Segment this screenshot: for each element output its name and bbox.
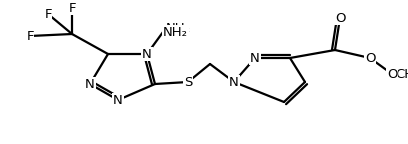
Text: NH₂: NH₂ [163, 25, 188, 38]
Text: NH₂: NH₂ [166, 22, 191, 36]
Text: N: N [142, 48, 152, 60]
Text: S: S [184, 75, 192, 89]
Text: N: N [229, 75, 239, 89]
Text: O: O [387, 68, 397, 80]
Text: F: F [26, 30, 34, 42]
Text: F: F [44, 7, 52, 20]
Text: F: F [68, 1, 76, 15]
Text: CH₃: CH₃ [395, 68, 408, 80]
Text: N: N [250, 52, 260, 65]
Text: O: O [365, 52, 375, 65]
Text: O: O [335, 12, 345, 24]
Text: N: N [85, 77, 95, 90]
Text: N: N [113, 93, 123, 107]
